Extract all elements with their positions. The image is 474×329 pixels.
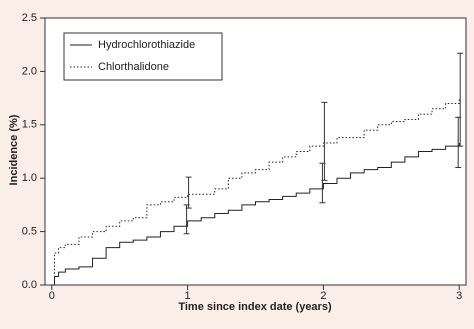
x-tick-label: 3 (456, 290, 462, 302)
x-axis-label: Time since index date (years) (178, 301, 332, 313)
legend-label: Hydrochlorothiazide (98, 39, 195, 51)
y-tick-label: 0.5 (22, 226, 37, 238)
series-line (51, 142, 460, 286)
legend-label: Chlorthalidone (98, 61, 169, 73)
y-tick-label: 2.0 (22, 65, 37, 77)
x-tick-label: 2 (320, 290, 326, 302)
series-line (51, 98, 460, 286)
y-axis-label: Incidence (%) (8, 114, 20, 185)
y-tick-label: 1.5 (22, 119, 37, 131)
legend-box (63, 32, 223, 81)
y-tick-label: 0.0 (22, 279, 37, 291)
y-tick-label: 2.5 (22, 12, 37, 24)
y-tick-label: 1.0 (22, 172, 37, 184)
x-tick-label: 1 (185, 290, 191, 302)
x-tick-label: 0 (49, 290, 55, 302)
